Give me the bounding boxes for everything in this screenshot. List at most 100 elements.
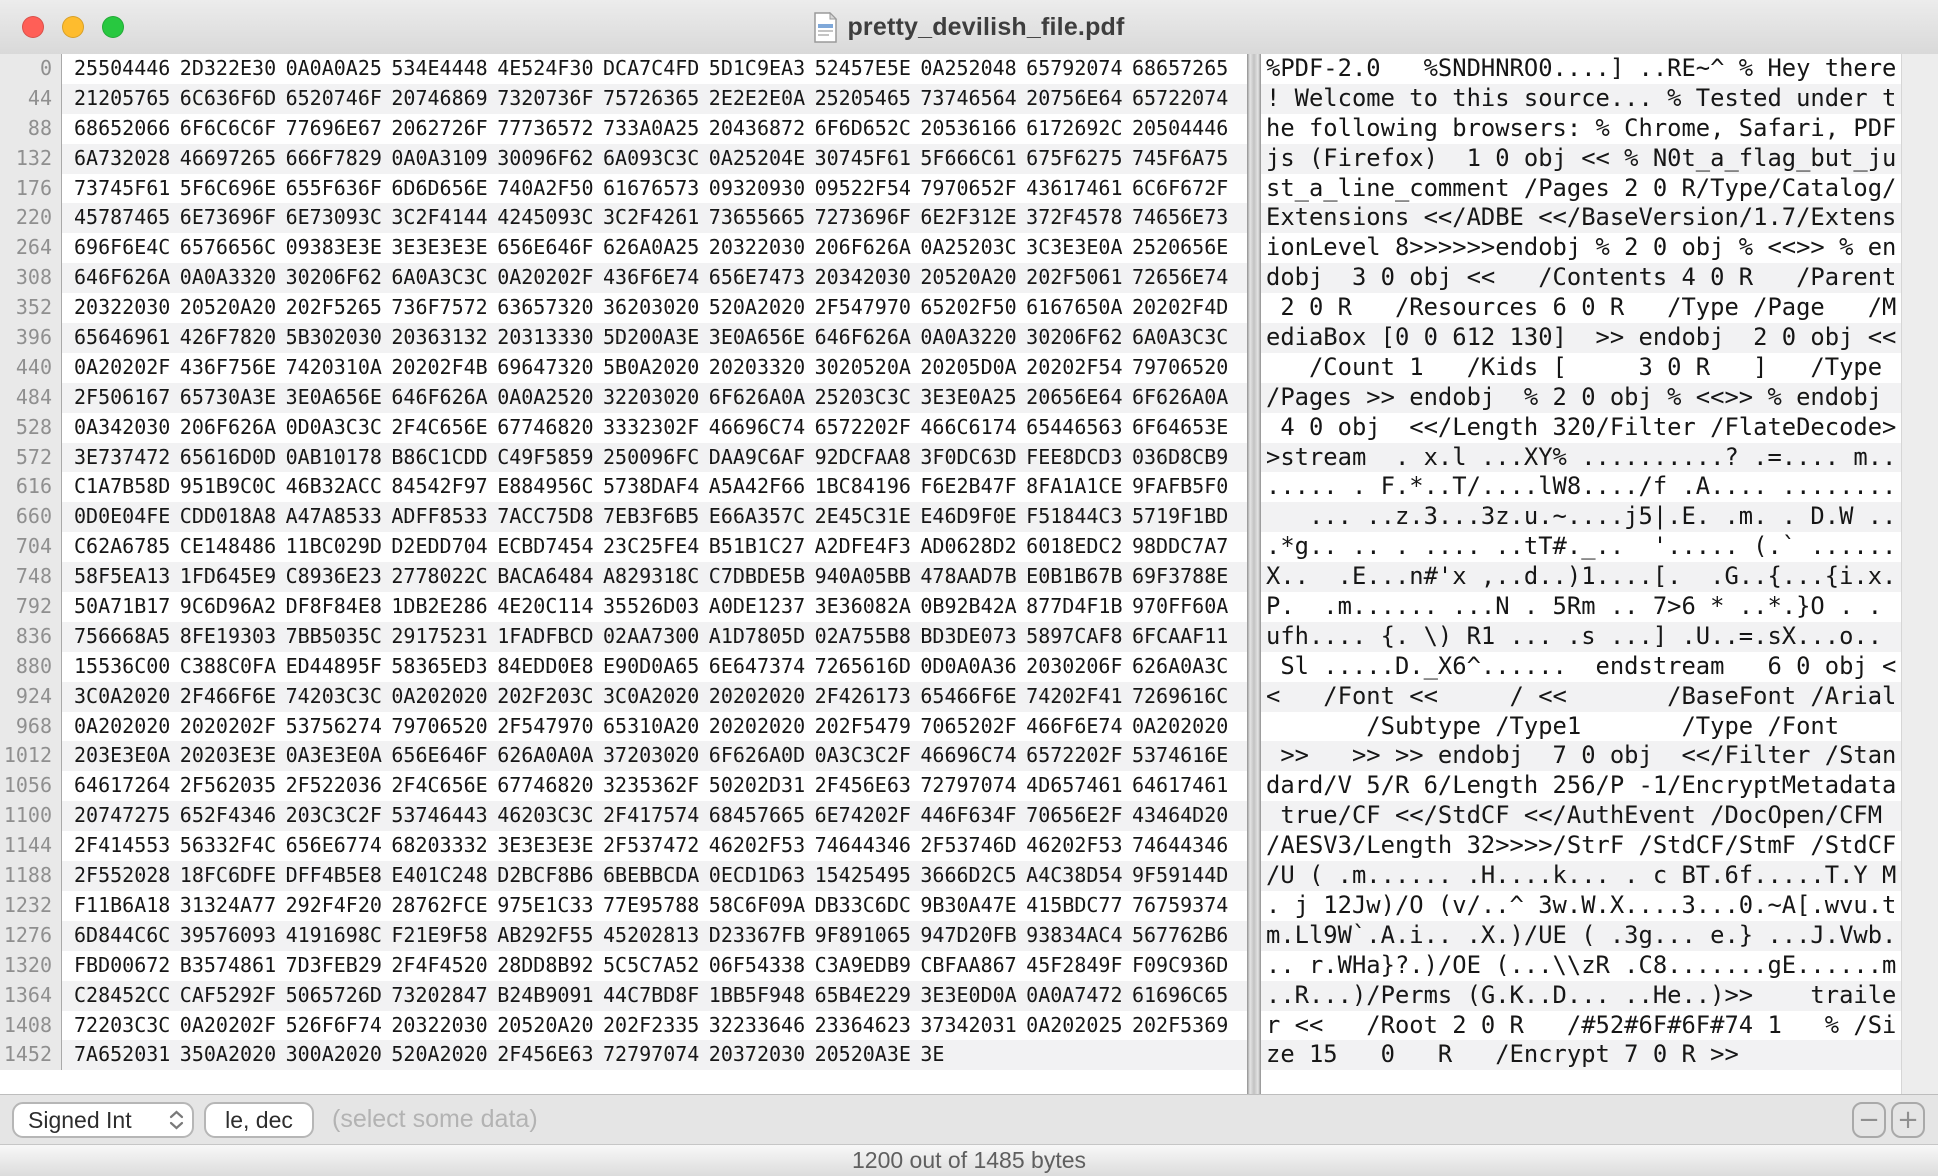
ascii-cell[interactable]: %PDF-2.0 %SNDHNRO0....] ..RE~^ % Hey the… [1266,54,1897,82]
hex-group[interactable]: 50A71B17 [74,594,171,619]
hex-group[interactable]: 203C3C2F [285,803,382,828]
hex-group[interactable]: 733A0A25 [602,115,700,140]
hex-group[interactable]: 76759374 [1131,892,1229,917]
hex-group[interactable]: 6D844C6C [74,922,171,947]
hex-group[interactable]: 02A755B8 [814,623,911,648]
hex-group[interactable]: 30745F61 [814,145,911,170]
hex-group[interactable]: 1BB5F948 [708,982,806,1007]
close-button[interactable] [22,16,44,38]
hex-group[interactable]: 06F54338 [708,952,806,977]
hex-group[interactable]: 202F5369 [1131,1012,1229,1037]
hex-group[interactable]: ED44895F [285,653,382,678]
hex-group[interactable]: 6C6F672F [1131,175,1229,200]
hex-group[interactable]: 2F456E63 [814,773,911,798]
hex-group[interactable]: 466F6E74 [1026,713,1123,738]
hex-group[interactable]: 3E737472 [74,444,171,469]
hex-group[interactable]: DAA9C6AF [708,444,806,469]
hex-group[interactable]: 20202F54 [1026,354,1123,379]
hex-group[interactable]: 65B4E229 [814,982,911,1007]
hex-group[interactable]: 7D3FEB29 [285,952,382,977]
hex-group[interactable]: 0A202020 [1131,713,1229,738]
hex-group[interactable]: 11BC029D [285,534,382,559]
hex-group[interactable]: 77696E67 [285,115,382,140]
hex-group[interactable]: 20746869 [391,85,488,110]
ascii-cell[interactable]: ... ..z.3...3z.u.~....j5|.E. .m. . D.W .… [1266,502,1897,531]
hex-group[interactable]: 7065202F [920,713,1017,738]
hex-group[interactable]: 46697265 [179,145,277,170]
hex-group[interactable]: 0A202020 [391,683,488,708]
ascii-cell[interactable]: ionLevel 8>>>>>>endobj % 2 0 obj % <<>> … [1266,233,1897,262]
hex-group[interactable]: 7320736F [497,85,594,110]
ascii-cell[interactable]: ..... . F.*..T/....lW8..../f .A.... ....… [1266,472,1897,501]
ascii-cell[interactable]: js (Firefox) 1 0 obj << % N0t_a_flag_but… [1266,143,1897,172]
hex-group[interactable]: F6E2B47F [920,474,1017,499]
hex-group[interactable]: 3C3E3E0A [1026,235,1123,260]
hex-group[interactable]: 250096FC [602,444,700,469]
hex-group[interactable]: 73746564 [920,85,1017,110]
hex-group[interactable]: 2F4F4520 [391,952,488,977]
hex-group[interactable]: 202F2335 [602,1012,700,1037]
hex-group[interactable]: 2F414553 [74,833,171,858]
ascii-cell[interactable]: 4 0 obj <</Length 320/Filter /FlateDecod… [1266,412,1897,441]
hex-group[interactable]: 0A0A3220 [920,325,1017,350]
hex-group[interactable]: 2F537472 [602,833,700,858]
hex-group[interactable]: 7269616C [1131,683,1229,708]
hex-group[interactable]: 43617461 [1026,175,1123,200]
hex-group[interactable]: 69647320 [497,354,594,379]
hex-group[interactable]: C1A7B58D [74,474,171,499]
hex-group[interactable]: 65466F6E [920,683,1017,708]
hex-group[interactable]: 6F6D652C [814,115,911,140]
hex-group[interactable]: 0A342030 [74,414,171,439]
hex-group[interactable]: 646F626A [814,325,911,350]
hex-group[interactable]: 3E3E3E3E [497,833,594,858]
ascii-cell[interactable]: >> >> >> endobj 7 0 obj <</Filter /Stan [1266,741,1897,770]
ascii-cell[interactable]: dard/V 5/R 6/Length 256/P -1/EncryptMeta… [1266,771,1897,800]
hex-group[interactable]: 30206F62 [285,265,382,290]
decrease-font-button[interactable]: − [1852,1102,1886,1138]
hex-group[interactable]: 202F5265 [285,295,382,320]
hex-group[interactable]: 202F5479 [814,713,911,738]
hex-group[interactable]: 46202F53 [708,833,806,858]
hex-group[interactable]: B51B1C27 [708,534,806,559]
hex-group[interactable]: 09522F54 [814,175,911,200]
hex-group[interactable]: 73202847 [391,982,488,1007]
ascii-cell[interactable]: m.Ll9W`.A.i.. .X.)/UE ( .3g... e.} ...J.… [1266,920,1897,949]
hex-group[interactable]: 2E2E2E0A [708,85,806,110]
hex-group[interactable]: 25504446 [74,56,171,80]
ascii-cell[interactable]: true/CF <</StdCF <</AuthEvent /DocOpen/C… [1266,801,1897,830]
hex-group[interactable]: 2F547970 [497,713,594,738]
hex-group[interactable]: 84542F97 [391,474,488,499]
hex-group[interactable]: 32203020 [602,384,700,409]
ascii-cell[interactable]: /AESV3/Length 32>>>>/StrF /StdCF/StmF /S… [1266,831,1897,860]
hex-group[interactable]: 9C6D96A2 [179,594,277,619]
hex-group[interactable]: 4E524F30 [497,56,594,80]
hex-group[interactable]: 73655665 [708,205,806,230]
endianness-format-button[interactable]: le, dec [204,1102,314,1138]
hex-group[interactable]: 39576093 [179,922,277,947]
hex-group[interactable]: 20322030 [74,295,171,320]
hex-group[interactable]: AB292F55 [497,922,594,947]
ascii-cell[interactable]: .*g.. .. . .... ..tT#._.. '..... (.` ...… [1266,532,1897,561]
hex-group[interactable]: F21E9F58 [391,922,488,947]
hex-group[interactable]: 1FD645E9 [179,564,277,589]
ascii-cell[interactable]: < /Font << / << /BaseFont /Arial [1266,681,1897,710]
hex-group[interactable]: 25203C3C [814,384,911,409]
hex-group[interactable]: 32233646 [708,1012,806,1037]
ascii-cell[interactable]: /Subtype /Type1 /Type /Font [1266,711,1897,740]
ascii-cell[interactable]: /Count 1 /Kids [ 3 0 R ] /Type [1266,352,1897,381]
hex-group[interactable]: 656E646F [497,235,594,260]
hex-group[interactable]: 35526D03 [602,594,700,619]
hex-group[interactable]: 203E3E0A [74,743,171,768]
hex-group[interactable]: 98DDC7A7 [1131,534,1229,559]
hex-group[interactable]: 0ECD1D63 [708,863,806,888]
hex-group[interactable]: 3E0A656E [708,325,806,350]
ascii-cell[interactable]: dobj 3 0 obj << /Contents 4 0 R /Parent [1266,263,1897,292]
hex-group[interactable]: 65202F50 [920,295,1017,320]
hex-group[interactable]: 0A3C3C2F [814,743,911,768]
hex-group[interactable]: 3F0DC63D [920,444,1017,469]
hex-group[interactable]: 2778022C [391,564,488,589]
hex-group[interactable]: 756668A5 [74,623,171,648]
hex-group[interactable]: 4D657461 [1026,773,1123,798]
hex-group[interactable]: 5C5C7A52 [602,952,700,977]
hex-group[interactable]: 36203020 [602,295,700,320]
